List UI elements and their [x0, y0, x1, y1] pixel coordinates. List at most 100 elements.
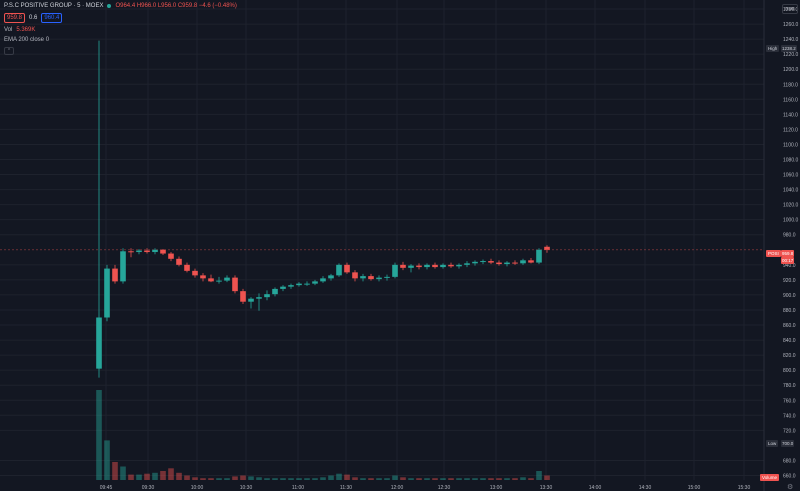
volume-bar — [432, 478, 438, 480]
volume-bar — [120, 466, 126, 480]
time-tick-label: 14:30 — [639, 485, 652, 491]
volume-bar — [256, 477, 262, 480]
time-tick-label: 15:00 — [688, 485, 701, 491]
volume-bar — [200, 478, 206, 480]
candle-body — [368, 276, 374, 280]
price-tick-label: 1080.0 — [783, 157, 799, 163]
price-tick-label: 1200.0 — [783, 67, 799, 73]
candle-body — [216, 280, 222, 282]
buy-button[interactable]: 960.4 — [41, 13, 63, 23]
candle-body — [360, 276, 366, 279]
settings-gear-icon[interactable]: ⚙ — [787, 484, 794, 491]
volume-bar — [168, 468, 174, 480]
candle-body — [224, 277, 230, 281]
volume-bar — [144, 473, 150, 480]
volume-bar — [328, 475, 334, 480]
volume-bar — [416, 478, 422, 480]
spread-value: 0.6 — [29, 15, 38, 21]
volume-bar — [456, 478, 462, 480]
price-tick-label: 1020.0 — [783, 203, 799, 209]
volume-bar — [424, 478, 430, 480]
volume-bar — [448, 478, 454, 480]
price-tick-label: 820.0 — [783, 353, 796, 359]
time-tick-label: 12:30 — [438, 485, 451, 491]
candle-body — [248, 298, 254, 302]
candle-body — [152, 249, 158, 253]
volume-bar — [112, 462, 118, 480]
time-tick-label: 09:45 — [100, 485, 113, 491]
candle-body — [472, 261, 478, 264]
candle-body — [392, 264, 398, 277]
volume-bars — [96, 390, 550, 480]
price-tick-label: 680.0 — [783, 458, 796, 464]
time-tick-label: 13:30 — [540, 485, 553, 491]
candle-body — [464, 263, 470, 265]
price-tick-label: 1060.0 — [783, 173, 799, 179]
volume-bar — [376, 478, 382, 480]
candle-body — [336, 264, 342, 276]
candle-body — [496, 262, 502, 265]
candle-body — [480, 261, 486, 263]
ema-indicator-label[interactable]: EMA 200 close 0 — [4, 37, 50, 43]
volume-bar — [440, 478, 446, 480]
volume-bar — [104, 440, 110, 480]
candle-body — [232, 277, 238, 292]
candle-body — [440, 264, 446, 268]
candle-body — [320, 278, 326, 282]
volume-bar — [480, 478, 486, 480]
price-tick-label: 1040.0 — [783, 188, 799, 194]
price-tick-label: 1160.0 — [783, 97, 798, 103]
volume-bar — [136, 474, 142, 480]
candle-body — [312, 281, 318, 284]
price-tick-label: 1180.0 — [783, 82, 798, 88]
price-tick-label: 760.0 — [783, 398, 796, 404]
candle-body — [208, 278, 214, 282]
volume-bar — [208, 478, 214, 480]
volume-bar — [160, 471, 166, 480]
volume-bar — [248, 476, 254, 480]
candlestick-series — [96, 40, 550, 378]
collapse-legend-button[interactable]: ^ — [4, 47, 14, 55]
candle-body — [112, 268, 118, 282]
candle-body — [344, 264, 350, 273]
price-tick-label: 1260.0 — [783, 22, 799, 28]
volume-bar — [472, 478, 478, 480]
volume-indicator-label[interactable]: Vol — [4, 27, 13, 33]
ohlc-values: O964.4 H966.0 L956.0 C959.8 −4.6 (−0.48%… — [115, 3, 237, 9]
time-tick-label: 13:00 — [490, 485, 503, 491]
volume-bar — [216, 478, 222, 480]
volume-bar — [184, 475, 190, 480]
price-tick-label: 720.0 — [783, 428, 796, 434]
time-tick-label: 14:00 — [589, 485, 602, 491]
volume-indicator-value: 5.369K — [16, 27, 36, 33]
candle-body — [176, 258, 182, 265]
volume-bar — [312, 478, 318, 480]
volume-bar — [400, 477, 406, 480]
currency-button[interactable]: RUB — [782, 4, 798, 14]
volume-bar — [544, 475, 550, 480]
volume-bar — [288, 478, 294, 480]
candle-body — [488, 261, 494, 263]
candle-body — [544, 246, 550, 250]
price-tick-label: 1240.0 — [783, 37, 799, 43]
volume-bar — [488, 478, 494, 480]
symbol-title[interactable]: P.S.C POSITIVE GROUP · 5 · MOEX — [4, 3, 104, 9]
candle-body — [528, 260, 534, 263]
last-price-tag: 959.8 — [781, 250, 795, 257]
volume-bar — [272, 478, 278, 480]
volume-bar — [408, 478, 414, 480]
sell-button[interactable]: 959.8 — [4, 13, 26, 23]
candle-body — [288, 285, 294, 287]
volume-bar — [536, 471, 542, 480]
candle-body — [280, 286, 286, 289]
price-tick-label: 1280.0 — [783, 7, 799, 13]
candle-body — [120, 251, 126, 282]
volume-bar — [464, 478, 470, 480]
candle-body — [424, 264, 430, 268]
time-tick-label: 10:00 — [191, 485, 204, 491]
candle-body — [376, 277, 382, 280]
candle-body — [200, 275, 206, 279]
time-tick-label: 10:30 — [240, 485, 253, 491]
price-tick-label: 880.0 — [783, 308, 796, 314]
